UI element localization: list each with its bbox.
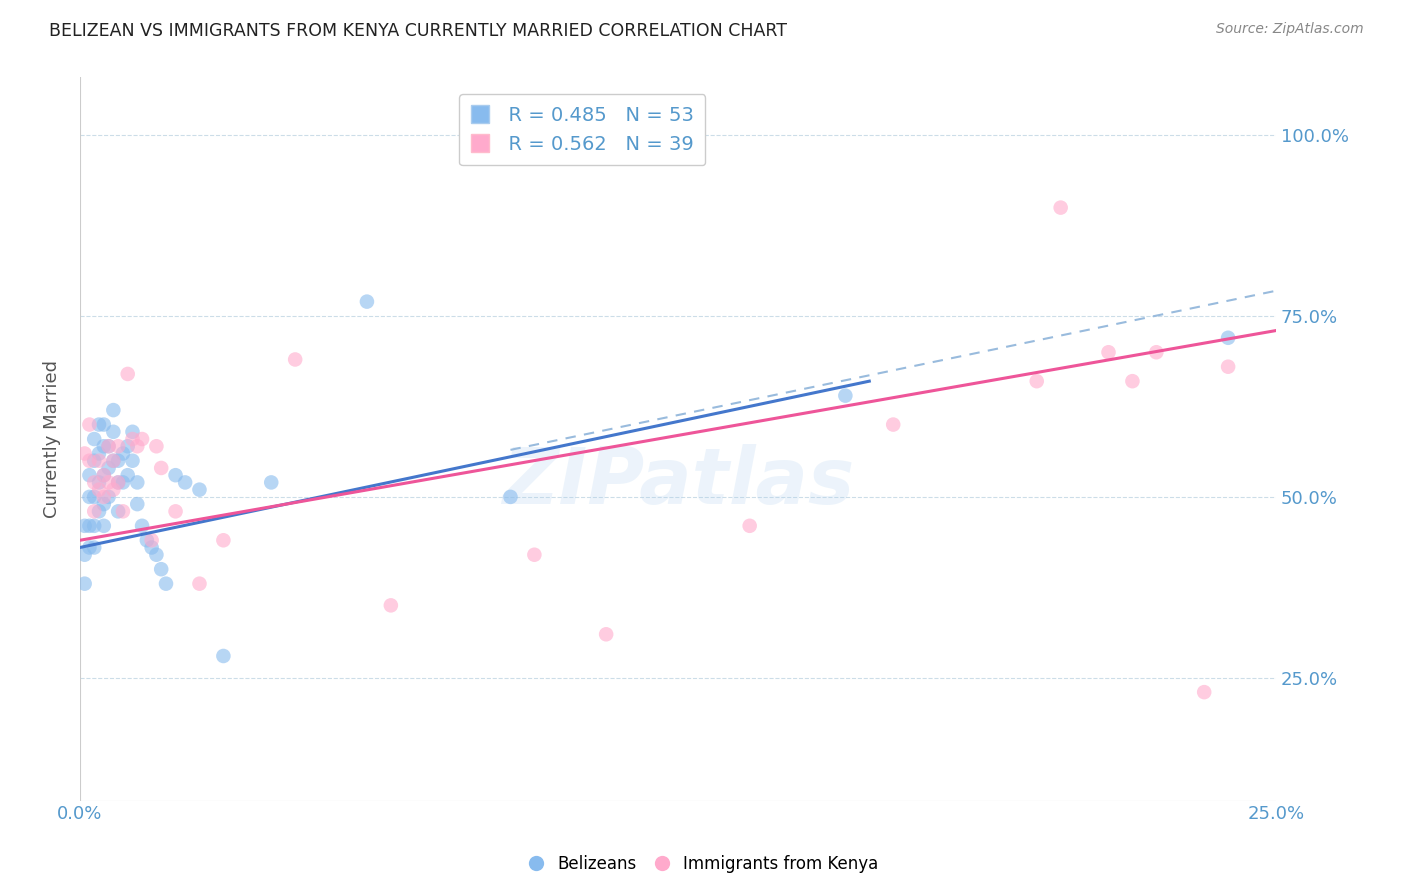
Point — [87, 417, 110, 432]
Point — [73, 548, 96, 562]
Point — [1025, 374, 1047, 388]
Point — [83, 475, 105, 490]
Point — [212, 648, 235, 663]
Point — [103, 425, 125, 439]
Point — [93, 439, 115, 453]
Point — [1097, 345, 1119, 359]
Point — [83, 504, 105, 518]
Point — [834, 389, 856, 403]
Point — [107, 475, 129, 490]
Point — [83, 490, 105, 504]
Point — [165, 468, 187, 483]
Point — [499, 490, 522, 504]
Point — [103, 454, 125, 468]
Point — [97, 439, 120, 453]
Point — [93, 497, 115, 511]
Point — [93, 468, 115, 483]
Point — [83, 432, 105, 446]
Point — [1216, 359, 1239, 374]
Point — [380, 599, 402, 613]
Text: Source: ZipAtlas.com: Source: ZipAtlas.com — [1216, 22, 1364, 37]
Legend:   R = 0.485   N = 53,   R = 0.562   N = 39: R = 0.485 N = 53, R = 0.562 N = 39 — [458, 95, 706, 165]
Point — [79, 417, 101, 432]
Point — [165, 504, 187, 518]
Point — [131, 518, 153, 533]
Point — [174, 475, 197, 490]
Point — [73, 576, 96, 591]
Point — [87, 454, 110, 468]
Point — [121, 432, 143, 446]
Point — [1049, 201, 1071, 215]
Point — [87, 504, 110, 518]
Point — [260, 475, 283, 490]
Point — [117, 367, 139, 381]
Point — [111, 446, 134, 460]
Point — [117, 468, 139, 483]
Point — [73, 518, 96, 533]
Point — [121, 454, 143, 468]
Point — [523, 548, 546, 562]
Point — [1192, 685, 1215, 699]
Point — [1121, 374, 1143, 388]
Point — [111, 504, 134, 518]
Point — [1216, 331, 1239, 345]
Point — [103, 454, 125, 468]
Point — [188, 483, 211, 497]
Point — [87, 483, 110, 497]
Point — [595, 627, 617, 641]
Y-axis label: Currently Married: Currently Married — [44, 360, 60, 518]
Point — [127, 497, 149, 511]
Point — [131, 432, 153, 446]
Point — [212, 533, 235, 548]
Point — [103, 403, 125, 417]
Point — [93, 518, 115, 533]
Point — [145, 548, 167, 562]
Point — [87, 446, 110, 460]
Text: BELIZEAN VS IMMIGRANTS FROM KENYA CURRENTLY MARRIED CORRELATION CHART: BELIZEAN VS IMMIGRANTS FROM KENYA CURREN… — [49, 22, 787, 40]
Point — [97, 475, 120, 490]
Point — [145, 439, 167, 453]
Point — [117, 439, 139, 453]
Point — [738, 518, 761, 533]
Point — [79, 454, 101, 468]
Point — [141, 541, 163, 555]
Point — [127, 439, 149, 453]
Point — [73, 446, 96, 460]
Point — [284, 352, 307, 367]
Point — [150, 562, 173, 576]
Point — [107, 504, 129, 518]
Point — [107, 475, 129, 490]
Point — [107, 454, 129, 468]
Point — [93, 468, 115, 483]
Point — [111, 475, 134, 490]
Point — [83, 454, 105, 468]
Point — [127, 475, 149, 490]
Point — [356, 294, 378, 309]
Point — [83, 541, 105, 555]
Point — [97, 490, 120, 504]
Point — [107, 439, 129, 453]
Point — [141, 533, 163, 548]
Legend: Belizeans, Immigrants from Kenya: Belizeans, Immigrants from Kenya — [520, 848, 886, 880]
Point — [79, 490, 101, 504]
Point — [79, 518, 101, 533]
Point — [79, 468, 101, 483]
Point — [150, 461, 173, 475]
Point — [1144, 345, 1167, 359]
Point — [121, 425, 143, 439]
Point — [103, 483, 125, 497]
Point — [882, 417, 904, 432]
Point — [188, 576, 211, 591]
Text: ZIPatlas: ZIPatlas — [502, 444, 853, 520]
Point — [97, 439, 120, 453]
Point — [97, 461, 120, 475]
Point — [155, 576, 177, 591]
Point — [87, 475, 110, 490]
Point — [83, 518, 105, 533]
Point — [135, 533, 157, 548]
Point — [93, 417, 115, 432]
Point — [79, 541, 101, 555]
Point — [93, 490, 115, 504]
